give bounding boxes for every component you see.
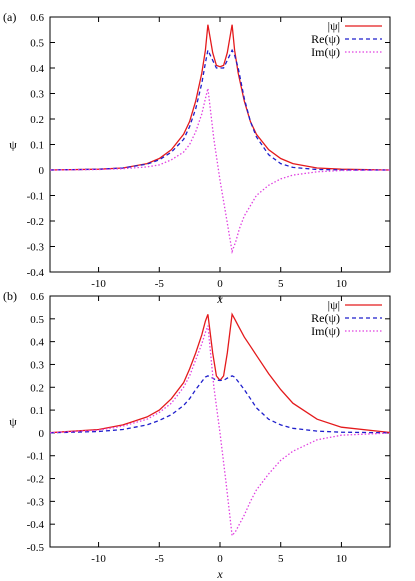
y-tick-label: 0.3	[30, 89, 44, 101]
y-tick-label: -0.4	[27, 267, 45, 279]
x-tick-label: 0	[217, 278, 223, 290]
panel-label: (a)	[3, 10, 16, 24]
legend-label: Re(ψ)	[311, 311, 340, 325]
y-tick-label: 0.5	[30, 38, 44, 50]
y-tick-label: -0.4	[27, 519, 45, 531]
y-axis-label: ψ	[9, 138, 17, 152]
x-tick-label: -10	[91, 553, 106, 565]
legend-label: Re(ψ)	[311, 32, 340, 46]
series-line-1	[49, 48, 391, 171]
panel-b: (b) -0.5 -0.4 -0.3 -0.2 -0.1 0 0.1 0.2 0.3 0.4 0.5 0…	[3, 289, 391, 581]
y-tick-label: -0.2	[27, 216, 44, 228]
x-tick-label: -5	[155, 278, 165, 290]
y-tick-label: -0.2	[27, 474, 44, 486]
series-line-1	[49, 375, 391, 434]
x-tick-label: -5	[155, 553, 165, 565]
series-line-2	[49, 88, 391, 255]
y-tick-label: 0.6	[30, 12, 44, 24]
legend-label: Im(ψ)	[311, 324, 340, 338]
y-axis-label: ψ	[9, 415, 17, 429]
x-tick-label: 10	[336, 553, 348, 565]
y-tick-label: 0.3	[30, 359, 44, 371]
y-tick-label: 0.1	[30, 140, 44, 152]
panel-a: (a) -0.4 -0.3 -0.2 -0.1 0 0.1 0.2 0.3 0.4 0.5 0.6 -1…	[3, 10, 391, 306]
x-tick-label: 0	[217, 553, 223, 565]
y-tick-label: -0.1	[27, 191, 44, 203]
y-tick-label: 0.2	[30, 114, 44, 126]
y-tick-label: -0.3	[27, 242, 45, 254]
x-tick-label: 10	[336, 278, 348, 290]
x-tick-label: 5	[278, 553, 284, 565]
y-tick-label: 0.5	[30, 314, 44, 326]
y-tick-label: 0	[39, 165, 45, 177]
legend-label: |ψ|	[328, 298, 340, 312]
y-tick-label: -0.1	[27, 451, 44, 463]
series-line-0	[49, 24, 391, 171]
y-tick-label: 0.6	[30, 291, 44, 303]
y-tick-label: -0.5	[27, 542, 45, 554]
y-tick-label: 0.4	[30, 337, 44, 349]
x-axis-label: x	[216, 567, 223, 581]
y-tick-label: -0.3	[27, 496, 45, 508]
series-line-2	[49, 325, 391, 538]
y-tick-label: 0	[39, 428, 45, 440]
x-tick-label: 5	[278, 278, 284, 290]
x-tick-label: -10	[91, 278, 106, 290]
y-tick-label: 0.2	[30, 382, 44, 394]
legend-label: Im(ψ)	[311, 45, 340, 59]
y-tick-label: 0.1	[30, 405, 44, 417]
y-tick-label: 0.4	[30, 63, 44, 75]
panel-label: (b)	[3, 289, 17, 303]
legend-label: |ψ|	[328, 19, 340, 33]
